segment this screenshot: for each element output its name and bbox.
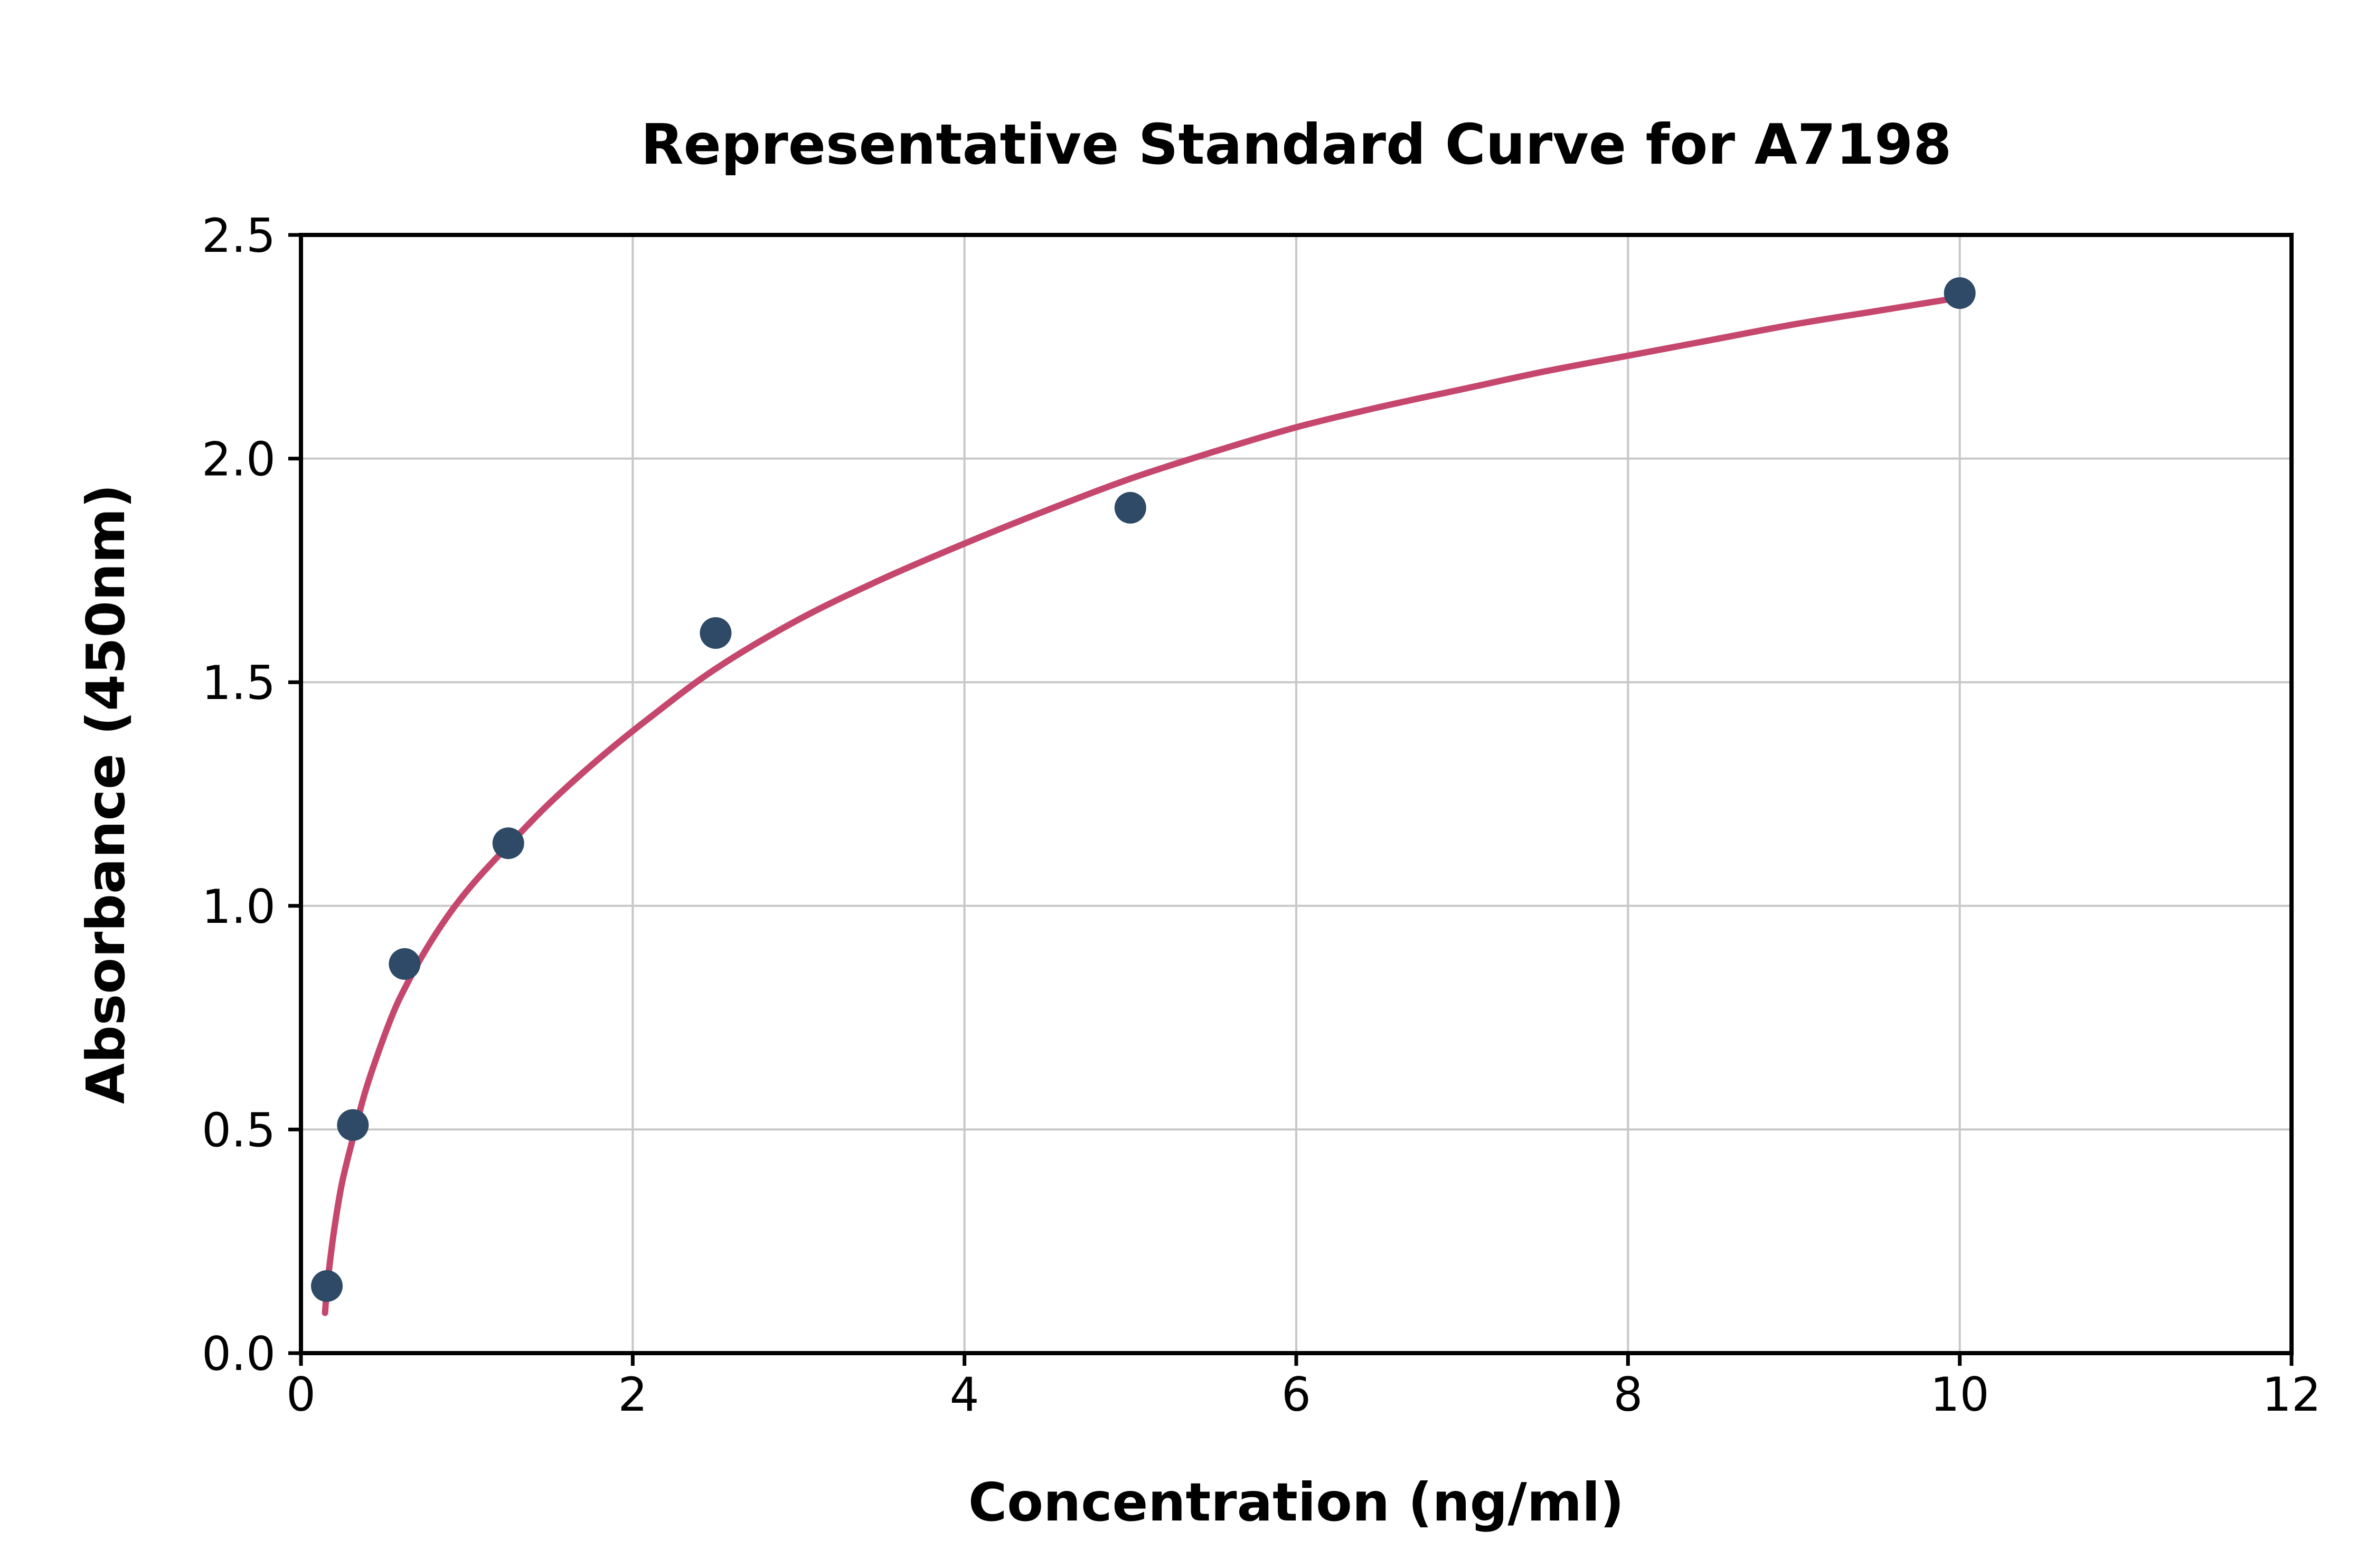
x-tick-label: 8 — [1613, 1367, 1643, 1422]
x-tick-label: 2 — [618, 1367, 647, 1422]
data-point — [700, 617, 732, 649]
y-tick-label: 2.5 — [202, 209, 276, 263]
y-tick-label: 1.5 — [202, 656, 276, 710]
y-tick-label: 0.0 — [202, 1327, 276, 1381]
grid-layer — [300, 234, 2293, 1354]
data-point — [492, 827, 524, 859]
data-point — [1944, 277, 1976, 309]
plot-border — [299, 233, 2294, 1355]
x-tick-label: 6 — [1281, 1367, 1311, 1422]
data-point — [337, 1109, 369, 1141]
x-axis-label: Concentration (ng/ml) — [968, 1471, 1624, 1533]
x-tick-label: 4 — [950, 1367, 979, 1422]
y-tick-label: 2.0 — [202, 432, 276, 487]
axis-layer: 0 2 4 6 8 10 12 0.0 0.5 1.0 1.5 2.0 2.5 — [202, 209, 2321, 1422]
data-layer — [311, 277, 1976, 1316]
fit-curve-line — [322, 294, 1963, 1316]
chart-title: Representative Standard Curve for A7198 — [641, 112, 1952, 177]
x-tick-label: 10 — [1930, 1367, 1990, 1422]
data-point — [389, 948, 421, 980]
data-point — [1114, 492, 1146, 524]
x-tick-label: 0 — [286, 1367, 316, 1422]
x-tick-label: 12 — [2262, 1367, 2321, 1422]
data-point — [311, 1270, 343, 1302]
y-axis-label: Absorbance (450nm) — [75, 484, 137, 1104]
y-tick-label: 1.0 — [202, 880, 276, 934]
y-tick-label: 0.5 — [202, 1103, 276, 1157]
